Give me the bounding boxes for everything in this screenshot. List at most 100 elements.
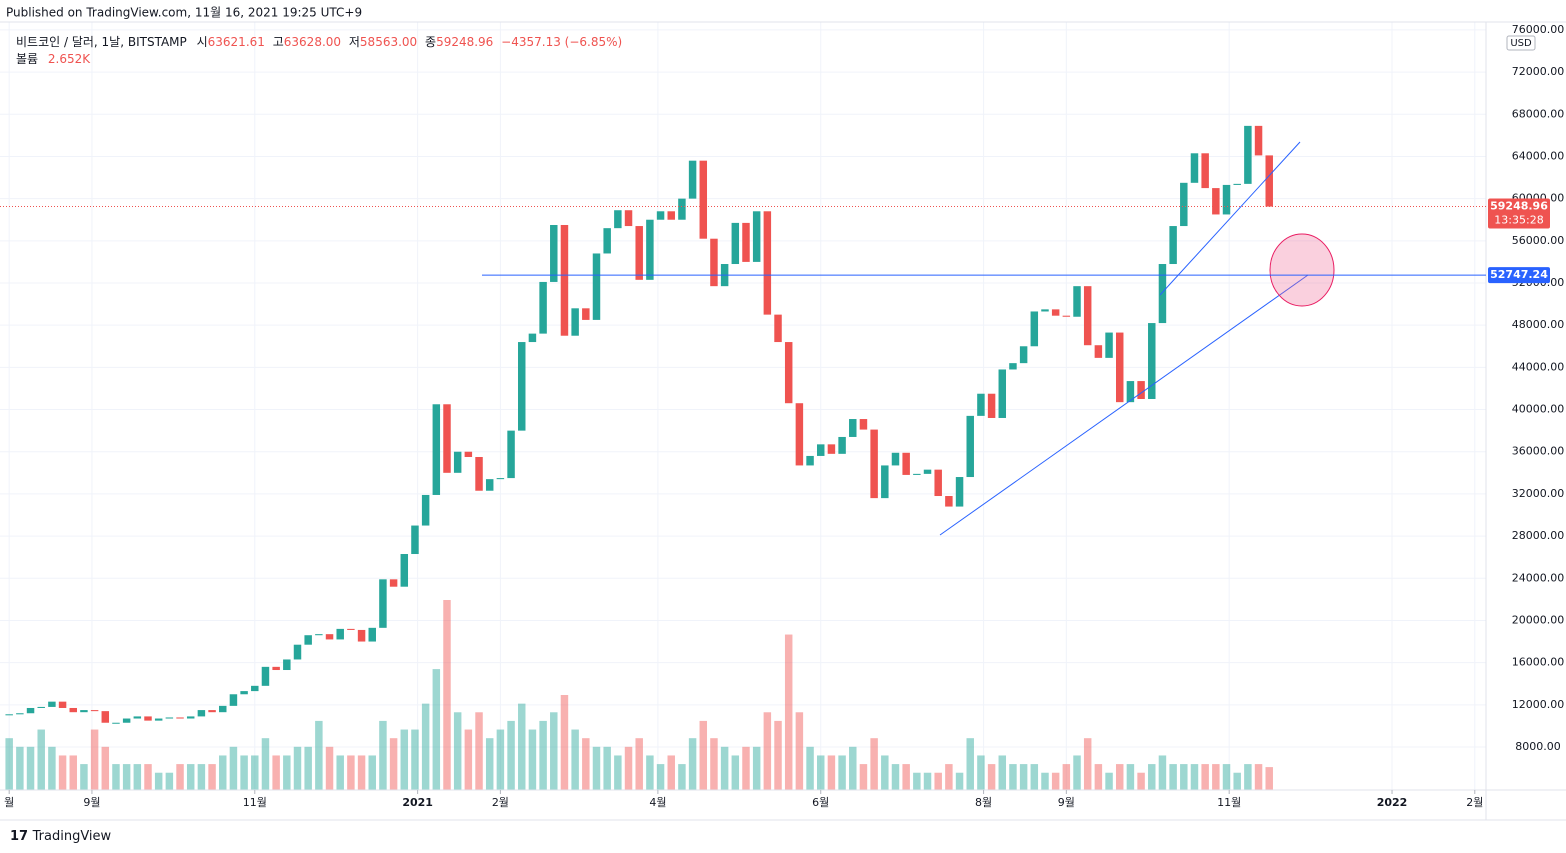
published-text: Published on TradingView.com, 11월 16, 20… [6,6,362,20]
y-tick-label: 24000.00 [1512,571,1565,584]
volume-bar [197,764,206,790]
candle [688,160,697,199]
volume-bar [389,738,398,790]
volume-bar [261,738,270,790]
volume-bar [347,755,355,790]
y-tick-label: 28000.00 [1512,529,1565,542]
candle [1180,182,1188,227]
candle [176,717,184,719]
candle [518,342,526,431]
candle [881,465,889,499]
volume-bar [614,755,622,790]
volume-bar [1190,764,1199,790]
low: 58563.00 [360,35,417,49]
candle [1222,184,1231,215]
volume-bar [368,755,376,790]
candle [1115,332,1124,403]
volume-bar [1041,772,1049,790]
volume-bar [838,755,846,790]
candle [731,222,740,265]
volume-bar [710,738,718,790]
volume-bar [69,755,77,790]
candle [934,469,942,497]
candle [1019,346,1028,364]
candle [197,710,206,717]
volume-bar [1094,764,1103,790]
trend-line [939,274,1309,536]
volume-bar [859,764,868,790]
volume-bar [624,746,633,790]
volume-bar [379,720,387,790]
y-tick-label: 12000.00 [1512,698,1565,711]
volume-bar [817,755,825,790]
candle [1158,264,1167,324]
volume-bar [325,746,334,790]
volume-bar [603,746,611,790]
candle [550,224,558,282]
high: 63628.00 [284,35,341,49]
candle [90,710,99,712]
candle [998,369,1007,418]
volume-bar [1148,764,1156,790]
candle [261,666,270,686]
volume-bar [784,634,793,790]
candle [1126,381,1135,403]
candle [122,718,131,723]
candle [475,456,483,491]
volume-bar [80,764,88,790]
volume-bar [453,712,462,790]
candle [624,210,633,227]
candle [752,211,761,262]
low-label: 저 [349,35,360,49]
volume-bar [827,755,836,790]
volume-bar [1244,764,1252,790]
candle [699,160,708,239]
volume-bar [1180,764,1188,790]
y-tick-label: 48000.00 [1512,318,1565,331]
y-tick-label: 56000.00 [1512,234,1565,247]
candle [133,716,142,719]
volume-bar [283,755,291,790]
candle [742,222,750,262]
volume-bar [1073,755,1081,790]
candle [453,451,462,473]
volume-bar [1051,772,1060,790]
candle [977,393,985,416]
last-price-label: 59248.96 [1490,200,1548,213]
x-tick-label: 6월 [812,796,829,809]
candle [208,710,216,713]
candle [304,635,312,645]
volume-bar [870,738,878,790]
volume-bar [58,755,67,790]
candle [966,415,974,478]
candle [987,393,996,418]
candle [101,711,110,723]
volume-bar [496,729,505,790]
volume-bar [432,669,441,790]
x-tick-label: 4월 [649,796,666,809]
x-tick-label: 2월 [1466,796,1483,809]
y-tick-label: 8000.00 [1515,740,1561,753]
candle [1201,153,1209,189]
volume-bar [186,764,195,790]
volume-bar [304,746,312,790]
candle [849,419,857,437]
candle [1169,226,1177,265]
volume-bar [1222,764,1231,790]
volume-bar [667,755,675,790]
volume-bar [806,746,814,790]
volume-bar [272,755,280,790]
brand-name: TradingView [32,829,112,844]
volume-bar [550,712,558,790]
x-tick-label: 2022 [1377,796,1408,809]
volume-bar [720,746,729,790]
symbol: 비트코인 / 달러, 1날, BITSTAMP [16,35,187,49]
volume-bar [443,600,451,790]
candle [784,342,793,404]
volume-title: 볼륨 [16,52,38,66]
candle [560,224,569,336]
candle [58,701,67,708]
volume-bar [582,738,590,790]
candle [1148,323,1156,399]
